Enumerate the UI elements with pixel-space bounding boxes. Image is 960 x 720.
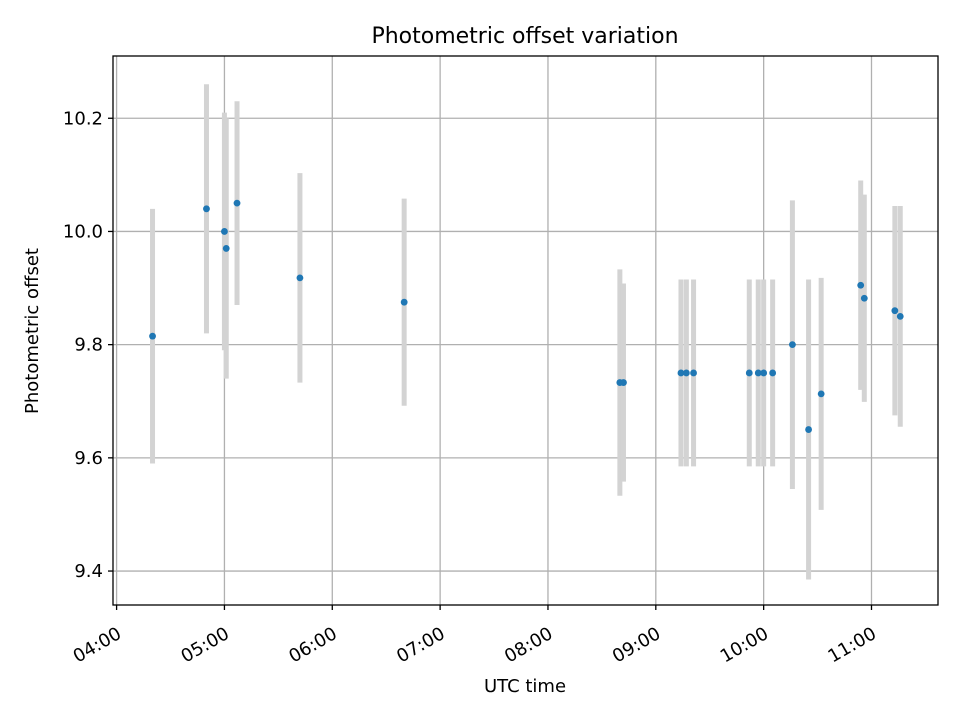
y-axis: 9.4 9.6 9.8 10.0 10.2	[63, 108, 113, 582]
x-tick-label: 07:00	[393, 623, 448, 667]
x-tick-label: 10:00	[717, 623, 772, 667]
data-point	[896, 312, 904, 320]
x-tick-label: 04:00	[70, 623, 125, 667]
x-axis-label: UTC time	[484, 676, 566, 697]
data-point	[754, 369, 762, 377]
y-tick-label: 9.8	[74, 335, 103, 356]
data-point	[221, 228, 228, 235]
data-point	[860, 294, 868, 302]
y-tick-label: 9.4	[74, 561, 103, 582]
data-point	[233, 199, 241, 207]
x-tick-label: 05:00	[178, 623, 233, 667]
data-point	[203, 205, 210, 213]
data-point	[677, 369, 685, 377]
x-tick-label: 09:00	[609, 623, 664, 667]
data-point	[760, 369, 768, 377]
data-point	[400, 298, 408, 306]
plot-frame	[112, 55, 939, 606]
chart-title: Photometric offset variation	[371, 24, 678, 49]
x-tick-label: 11:00	[825, 623, 880, 667]
data-point	[789, 341, 796, 349]
y-axis-label: Photometric offset	[22, 248, 43, 414]
data-point	[682, 369, 690, 377]
grid	[113, 56, 938, 605]
error-bars	[150, 84, 903, 580]
y-tick-label: 9.6	[74, 448, 103, 469]
data-point	[769, 369, 777, 377]
data-point	[222, 245, 230, 252]
data-points	[149, 199, 904, 433]
data-point	[690, 369, 697, 377]
data-point	[891, 307, 899, 315]
data-point	[149, 332, 156, 340]
data-point	[745, 369, 753, 377]
data-point	[817, 390, 825, 398]
y-tick-label: 10.2	[63, 108, 103, 129]
data-point	[857, 281, 865, 289]
y-tick-label: 10.0	[63, 221, 103, 242]
data-point	[296, 274, 304, 282]
x-axis: 04:00 05:00 06:00 07:00 08:00 09:00 10:00 11:00	[70, 605, 880, 667]
data-point	[805, 426, 812, 433]
data-point	[620, 379, 627, 386]
x-tick-label: 06:00	[285, 623, 340, 667]
x-tick-label: 08:00	[501, 623, 556, 667]
